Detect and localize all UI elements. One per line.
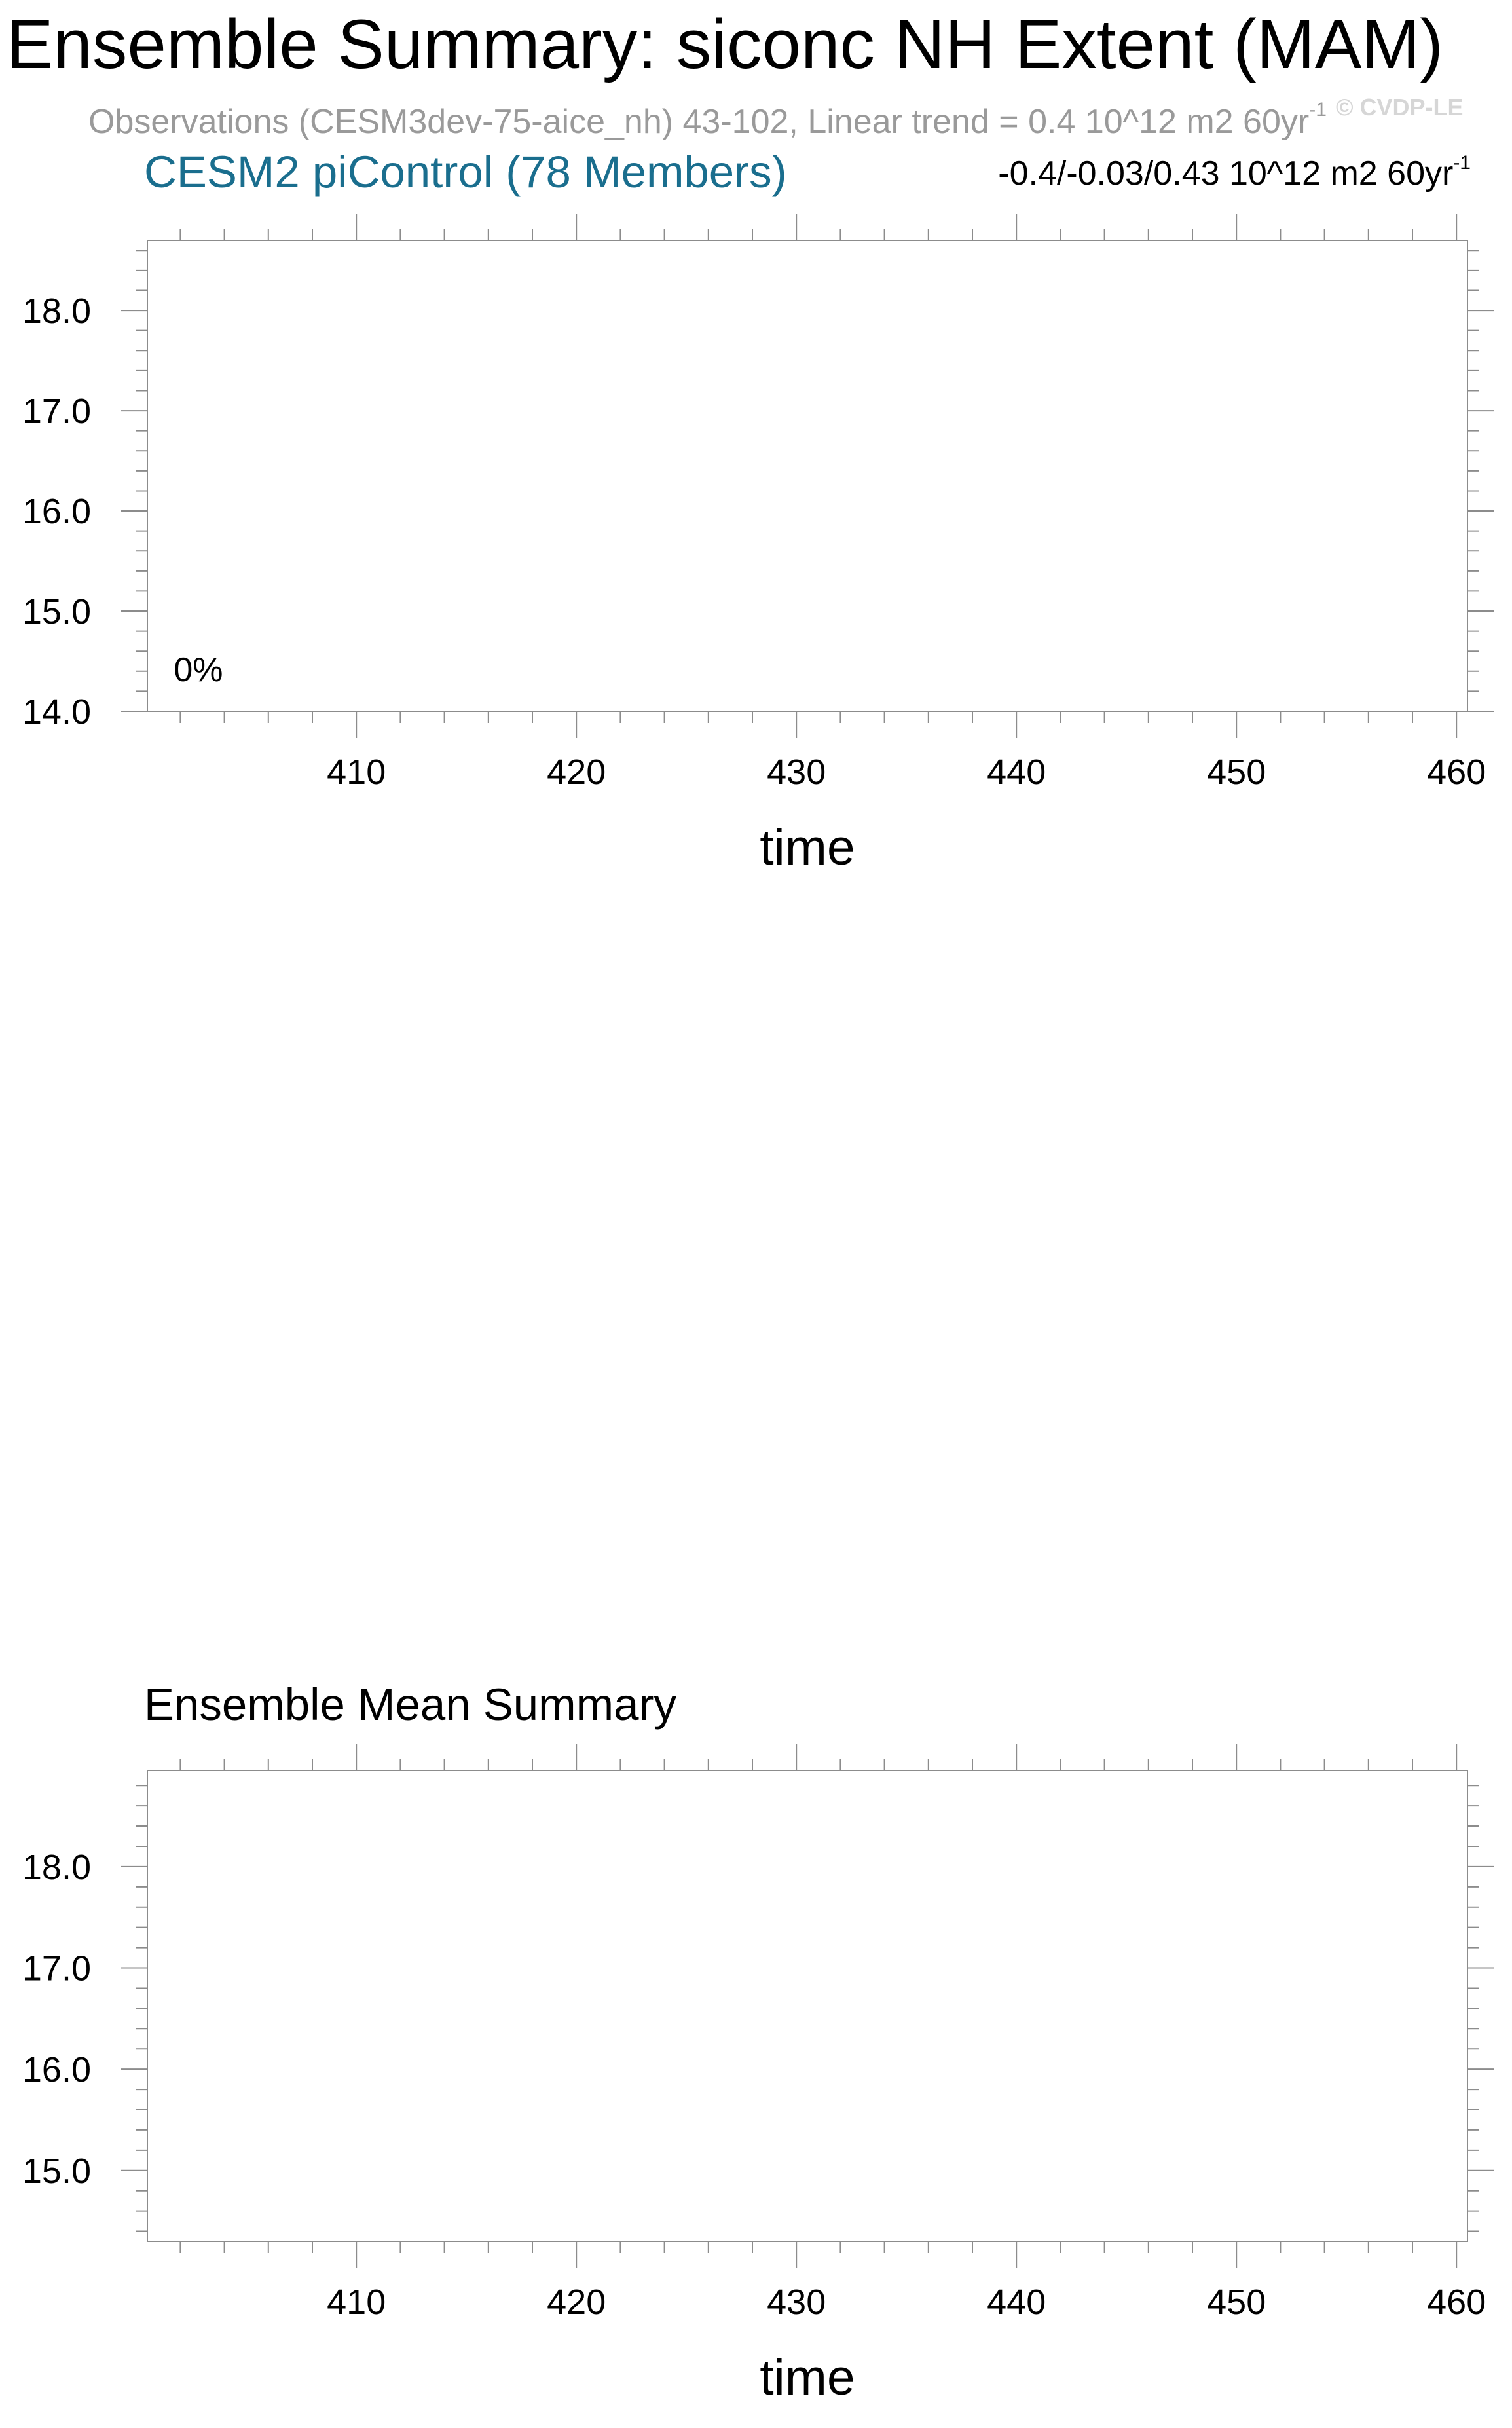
panel1-x-tick-label: 460 — [1427, 753, 1486, 792]
panel1-x-axis-title: time — [760, 819, 855, 876]
main-title: Ensemble Summary: siconc NH Extent (MAM) — [7, 5, 1444, 83]
panel2-y-tick-label: 15.0 — [22, 2152, 91, 2191]
panel1-x-tick-label: 420 — [547, 753, 606, 792]
panel2-x-tick-label: 420 — [547, 2283, 606, 2322]
panel1-x-tick-label: 450 — [1207, 753, 1266, 792]
panel1-x-tick-label: 410 — [327, 753, 386, 792]
panel1-y-tick-label: 14.0 — [22, 692, 91, 732]
observations-subtitle: Observations (CESM3dev-75-aice_nh) 43-10… — [88, 99, 1327, 141]
panel2-y-tick-label: 18.0 — [22, 1848, 91, 1887]
panel2-plot-frame — [147, 1770, 1468, 2242]
panel1-y-tick-label: 18.0 — [22, 291, 91, 331]
panel1-x-tick-label: 440 — [987, 753, 1046, 792]
panel1-y-tick-label: 16.0 — [22, 492, 91, 531]
panel2-title: Ensemble Mean Summary — [144, 1679, 676, 1730]
panel1-plot-frame — [147, 240, 1468, 712]
panel1-y-tick-label: 15.0 — [22, 592, 91, 631]
panel2-x-tick-label: 430 — [767, 2283, 826, 2322]
panel2-x-tick-label: 460 — [1427, 2283, 1486, 2322]
panel2-y-tick-label: 17.0 — [22, 1949, 91, 1989]
panel2-y-tick-label: 16.0 — [22, 2050, 91, 2089]
panel1-trend-label: -0.4/-0.03/0.43 10^12 m2 60yr-1 — [998, 153, 1471, 191]
observations-text: Observations (CESM3dev-75-aice_nh) 43-10… — [88, 103, 1310, 141]
panel2-x-axis-title: time — [760, 2349, 855, 2406]
panel1-x-tick-label: 430 — [767, 753, 826, 792]
panel1-trend-text: -0.4/-0.03/0.43 10^12 m2 60yr — [998, 155, 1454, 193]
panel1-annotation: 0% — [174, 651, 223, 689]
panel2-x-tick-label: 440 — [987, 2283, 1046, 2322]
panel1-title: CESM2 piControl (78 Members) — [144, 147, 787, 197]
observations-superscript: -1 — [1309, 99, 1327, 121]
panel2-x-tick-label: 410 — [327, 2283, 386, 2322]
panel2-x-tick-label: 450 — [1207, 2283, 1266, 2322]
watermark: © CVDP-LE — [1336, 94, 1464, 121]
panel1-y-tick-label: 17.0 — [22, 392, 91, 431]
panel1-trend-superscript: -1 — [1453, 152, 1471, 174]
